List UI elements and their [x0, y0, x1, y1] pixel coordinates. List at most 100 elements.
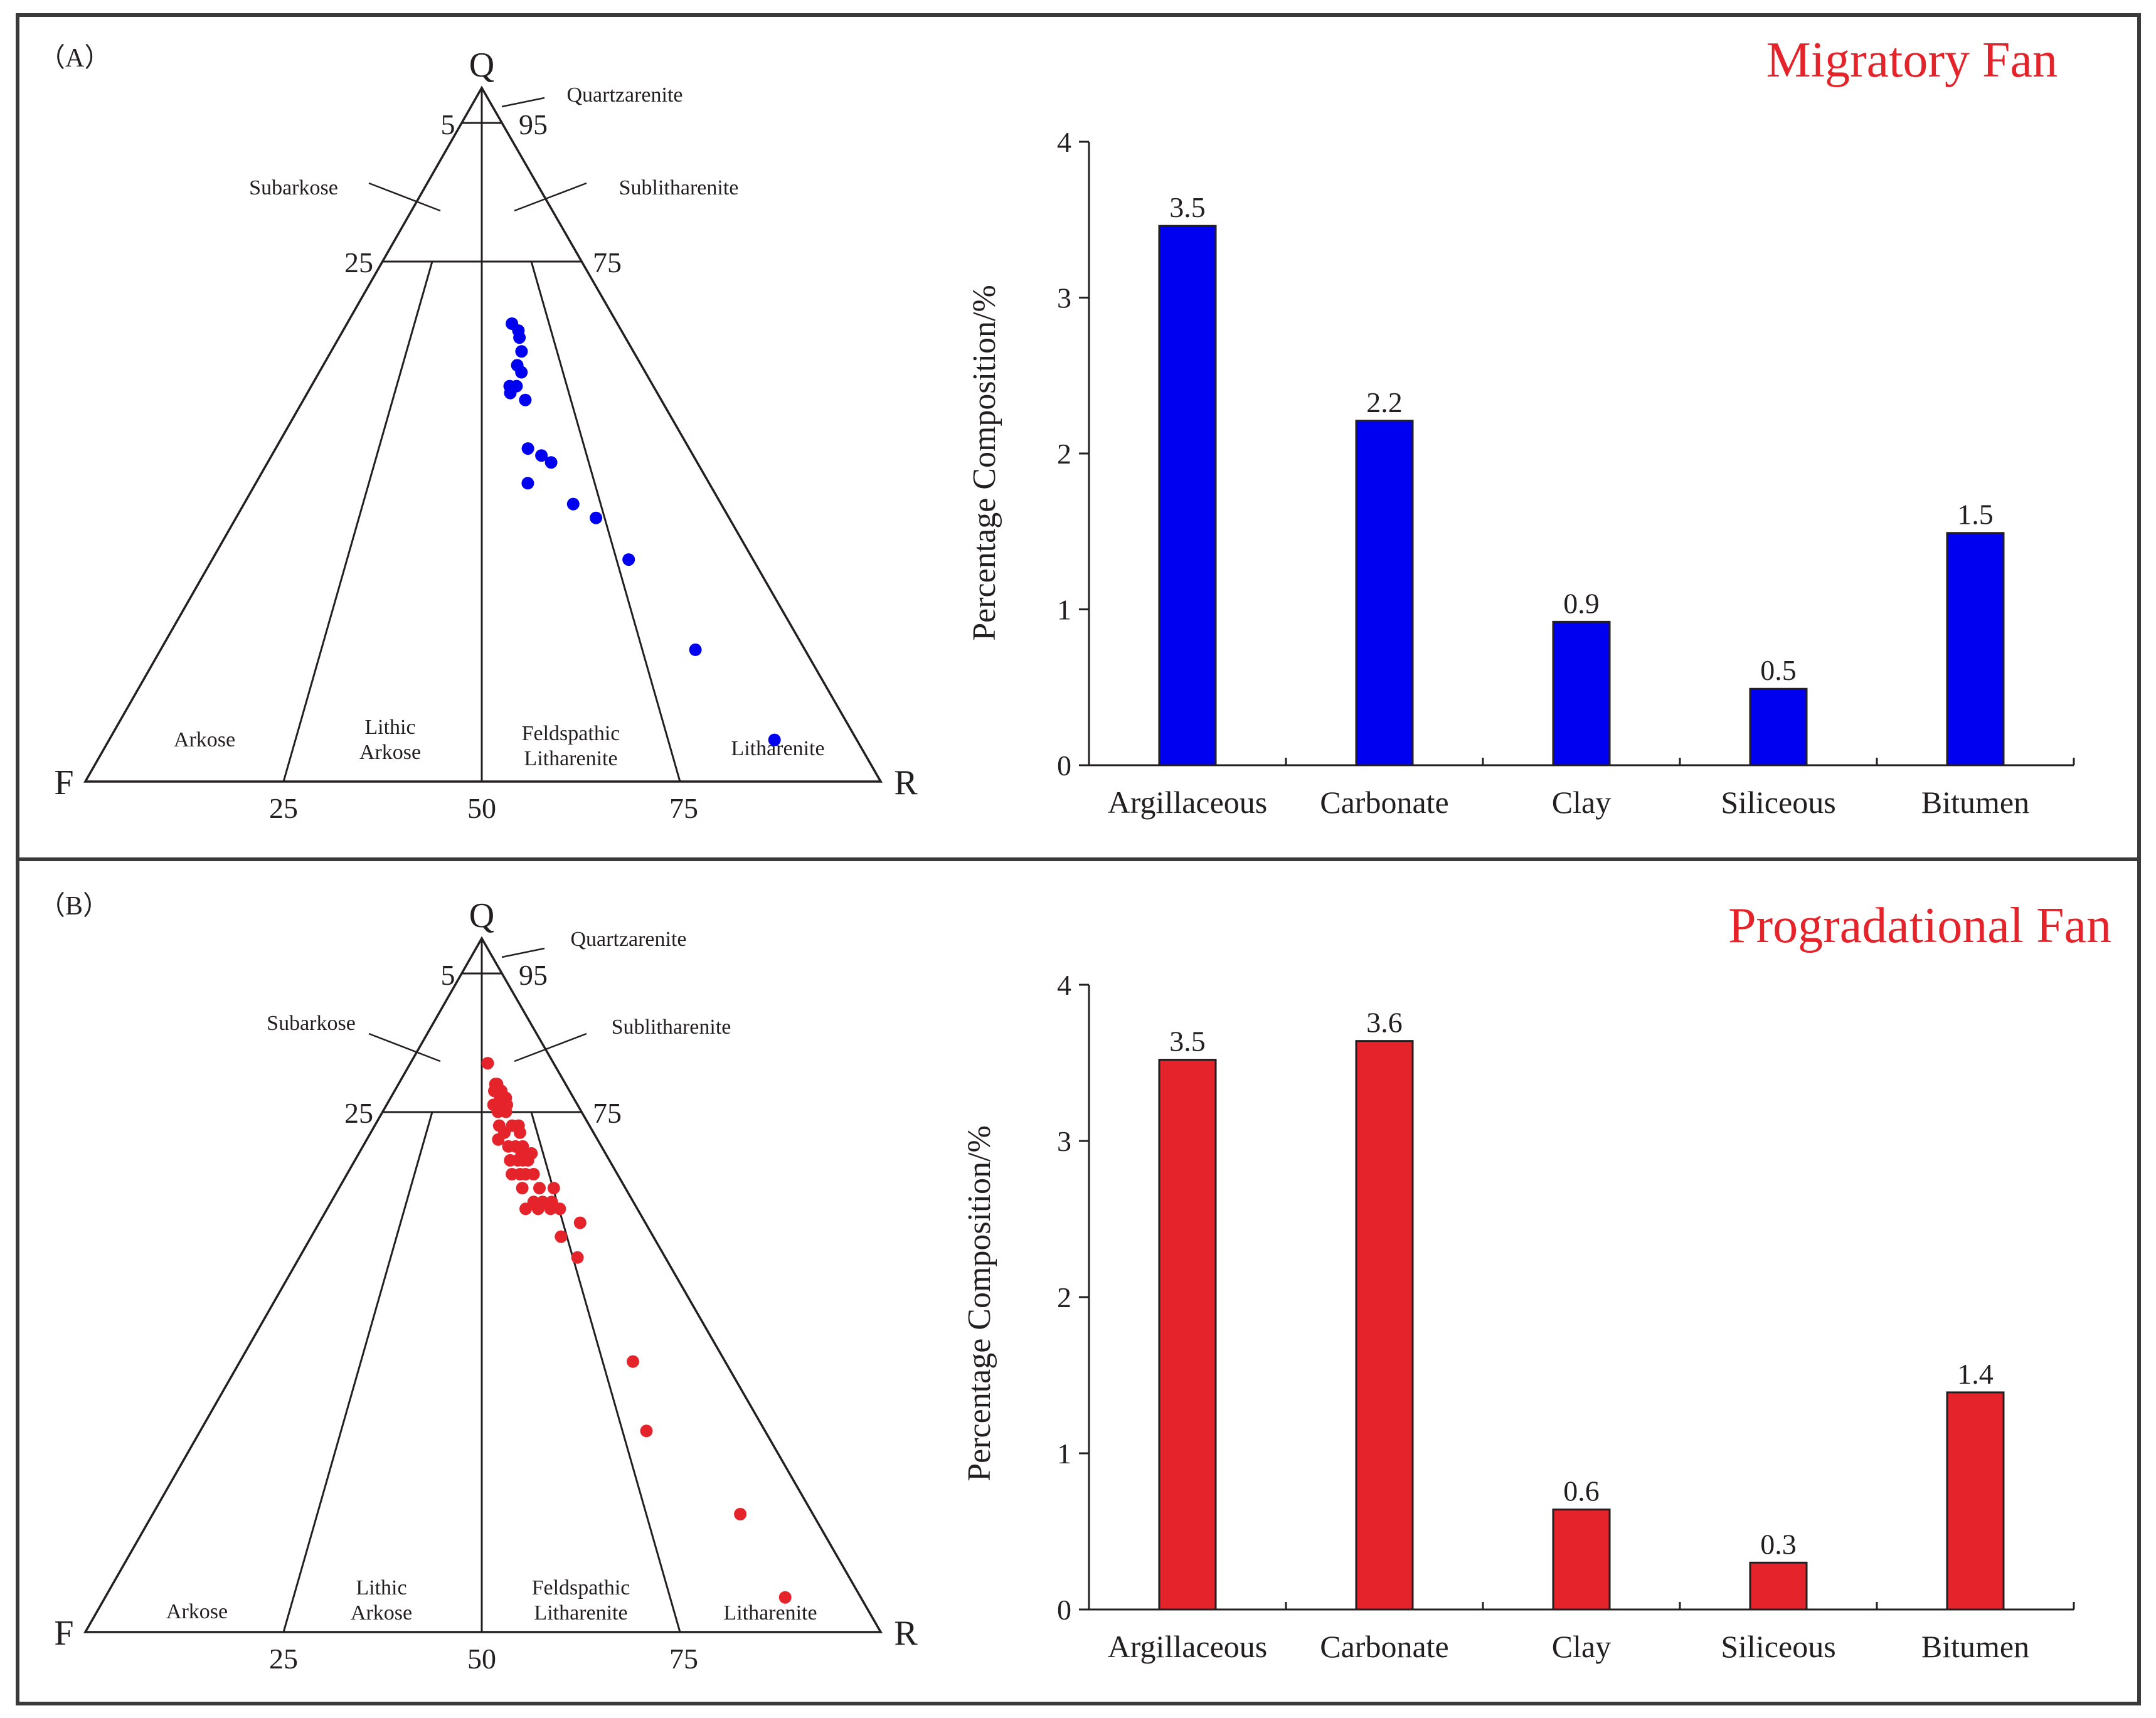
- base-tick-25-label: 25: [269, 792, 298, 824]
- bar: [1355, 420, 1414, 766]
- ternary-diagram-a: Q F R 5 95 25 75 25 50 75 Quartzarenite …: [54, 46, 918, 824]
- f-r-25-line: [282, 1111, 433, 1633]
- vertex-q-label: Q: [469, 46, 494, 85]
- ternary-point: [555, 1230, 568, 1243]
- ternary-point: [513, 1126, 526, 1139]
- base-tick-50-label: 50: [467, 1643, 496, 1675]
- ternary-point: [531, 1202, 544, 1216]
- bar-value-label: 0.5: [1760, 654, 1797, 686]
- category-label: Siliceous: [1721, 1629, 1835, 1664]
- vertex-r-label: R: [894, 763, 918, 802]
- panel-b-title: Progradational Fan: [1728, 898, 2111, 953]
- field-litharenite: Litharenite: [723, 1601, 817, 1625]
- field-arkose: Arkose: [166, 1600, 228, 1623]
- field-lithic-arkose-line1: Lithic: [364, 716, 415, 739]
- bar: [1158, 1059, 1217, 1611]
- field-subarkose: Subarkose: [249, 176, 338, 199]
- bar-chart-marks: 0 1 2 3 4 3.5 Argillaceous 2.2 Carbonate 0.9 Clay 0…: [1057, 126, 2075, 820]
- bar-chart-b: Percentage Composition/% 0 1 2 3 4 3.5 Argilla…: [962, 969, 2075, 1664]
- bar: [1158, 225, 1217, 766]
- tick-5-label: 5: [441, 959, 455, 991]
- bar-value-label: 3.5: [1169, 191, 1206, 223]
- y-tick-label: 4: [1057, 126, 1071, 158]
- panel-b-border: [16, 857, 2141, 1705]
- y-tick-label: 2: [1057, 438, 1071, 470]
- ternary-point: [521, 1153, 534, 1167]
- ternary-point: [734, 1508, 747, 1520]
- ternary-point: [521, 442, 534, 455]
- bar: [1749, 1561, 1808, 1611]
- y-tick-label: 4: [1057, 969, 1071, 1001]
- bar: [1552, 1509, 1611, 1611]
- f-r-75-line: [530, 261, 681, 782]
- ternary-point: [519, 1202, 532, 1216]
- y-tick-label: 2: [1057, 1281, 1071, 1313]
- ternary-point: [533, 1182, 546, 1195]
- vertex-r-label: R: [894, 1614, 918, 1653]
- ternary-point: [590, 511, 603, 524]
- ternary-point: [622, 553, 635, 566]
- bar-chart-marks: 0 1 2 3 4 3.5 Argillaceous 3.6 Carbonate 0.6 Clay 0…: [1057, 969, 2075, 1664]
- field-lithic-arkose-line2: Arkose: [359, 741, 421, 764]
- ternary-point: [627, 1355, 639, 1368]
- category-label: Argillaceous: [1108, 1629, 1268, 1664]
- bar-value-label: 1.4: [1957, 1358, 1994, 1390]
- ternary-point: [689, 643, 702, 656]
- subarkose-leader: [368, 1032, 441, 1063]
- ternary-point: [481, 1057, 494, 1070]
- field-sublitharenite: Sublitharenite: [612, 1015, 731, 1039]
- ternary-point: [547, 1182, 560, 1195]
- tick-75-label: 75: [593, 1097, 622, 1129]
- ternary-point: [640, 1424, 653, 1438]
- category-label: Bitumen: [1921, 1629, 2029, 1664]
- field-quartzarenite: Quartzarenite: [567, 83, 683, 107]
- tick-25-label: 25: [344, 247, 373, 278]
- field-subarkose: Subarkose: [267, 1012, 356, 1035]
- ternary-point: [515, 366, 528, 379]
- ternary-outline: [83, 85, 883, 783]
- sublitharenite-leader: [514, 182, 587, 212]
- category-label: Siliceous: [1721, 785, 1835, 820]
- bar: [1946, 1391, 2005, 1611]
- panel-progradational-fan: （B） Progradational Fan Q F R 5 95 25 75 …: [16, 857, 2141, 1705]
- bar-value-label: 0.9: [1563, 587, 1600, 619]
- bar-value-label: 0.6: [1563, 1475, 1600, 1507]
- ternary-point: [573, 1216, 587, 1229]
- ternary-points-group: [481, 1057, 792, 1604]
- bar: [1552, 620, 1611, 766]
- field-quartzarenite: Quartzarenite: [571, 928, 687, 951]
- ternary-point: [515, 345, 528, 358]
- subarkose-leader: [368, 182, 441, 212]
- ternary-point: [544, 1202, 557, 1216]
- base-tick-75-label: 75: [669, 1643, 698, 1675]
- y-tick-label: 1: [1057, 1438, 1071, 1470]
- ternary-diagram-b: Q F R 5 95 25 75 25 50 75 Quartzarenite …: [54, 896, 918, 1675]
- tick-95-label: 95: [519, 109, 548, 141]
- ternary-point: [516, 1182, 529, 1195]
- bar-value-label: 2.2: [1366, 386, 1403, 418]
- field-feldspathic-litharenite-line1: Feldspathic: [532, 1576, 630, 1599]
- category-label: Argillaceous: [1108, 785, 1268, 820]
- field-feldspathic-litharenite-line2: Litharenite: [534, 1601, 627, 1625]
- vertex-f-label: F: [54, 763, 73, 802]
- y-tick-label: 1: [1057, 594, 1071, 626]
- category-label: Clay: [1552, 785, 1611, 820]
- ternary-point: [492, 1133, 505, 1146]
- bar-value-label: 3.5: [1169, 1026, 1206, 1058]
- tick-5-label: 5: [441, 109, 455, 141]
- y-axis-title: Percentage Composition/%: [962, 1125, 997, 1482]
- bar-value-label: 0.3: [1760, 1528, 1797, 1560]
- y-tick-label: 0: [1057, 750, 1071, 782]
- y-tick-label: 3: [1057, 282, 1071, 314]
- panel-a-title: Migratory Fan: [1766, 33, 2058, 88]
- tick-75-label: 75: [593, 247, 622, 278]
- field-sublitharenite: Sublitharenite: [619, 176, 739, 199]
- bar-value-label: 3.6: [1366, 1007, 1403, 1039]
- bar-value-label: 1.5: [1957, 499, 1994, 531]
- y-tick-label: 3: [1057, 1125, 1071, 1157]
- field-feldspathic-litharenite-line2: Litharenite: [524, 747, 617, 770]
- ternary-point: [521, 477, 534, 490]
- ternary-point: [513, 331, 526, 344]
- ternary-point: [571, 1251, 584, 1264]
